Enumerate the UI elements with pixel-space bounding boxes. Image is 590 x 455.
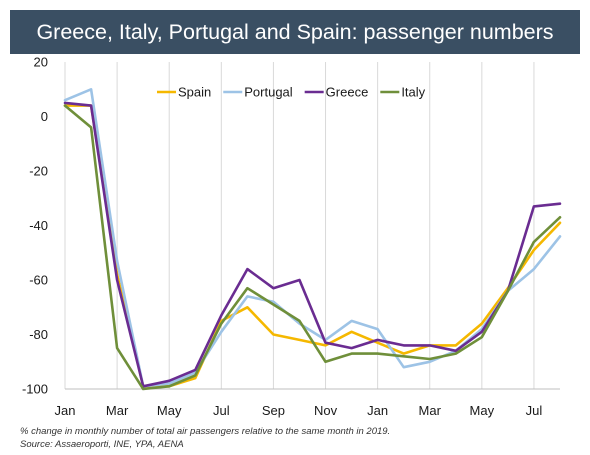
x-tick-label: Mar: [106, 403, 129, 418]
x-tick-label: Mar: [419, 403, 442, 418]
x-tick-label: Sep: [262, 403, 285, 418]
gridlines: [64, 62, 535, 389]
y-tick-label: -80: [29, 327, 48, 342]
y-tick-label: 20: [34, 55, 48, 70]
x-tick-label: Jan: [55, 403, 76, 418]
legend-label-italy: Italy: [401, 85, 425, 100]
x-tick-label: May: [470, 403, 495, 418]
y-tick-label: -40: [29, 218, 48, 233]
footnote: % change in monthly number of total air …: [20, 426, 391, 437]
y-tick-label: 0: [41, 109, 48, 124]
legend-label-portugal: Portugal: [244, 85, 293, 100]
x-tick-label: May: [157, 403, 182, 418]
x-tick-label: Jul: [526, 403, 543, 418]
legend-label-spain: Spain: [178, 85, 211, 100]
series-lines: [63, 88, 562, 391]
series-line-spain: [63, 104, 562, 388]
y-tick-label: -20: [29, 164, 48, 179]
axes: 20 0 -20 -40 -60 -80 -100 Jan Mar May Jul Sep Nov Jan…: [22, 55, 560, 418]
x-tick-label: Nov: [314, 403, 338, 418]
source-note: Source: Assaeroporti, INE, YPA, AENA: [20, 439, 184, 450]
legend-label-greece: Greece: [326, 85, 369, 100]
x-tick-label: Jan: [367, 403, 388, 418]
chart-title: Greece, Italy, Portugal and Spain: passe…: [10, 10, 580, 54]
y-tick-label: -60: [29, 273, 48, 288]
series-line-italy: [63, 104, 562, 391]
series-line-greece: [63, 101, 562, 388]
y-tick-label: -100: [22, 382, 48, 397]
legend: Spain Portugal Greece Italy: [157, 85, 426, 100]
x-tick-label: Jul: [213, 403, 230, 418]
